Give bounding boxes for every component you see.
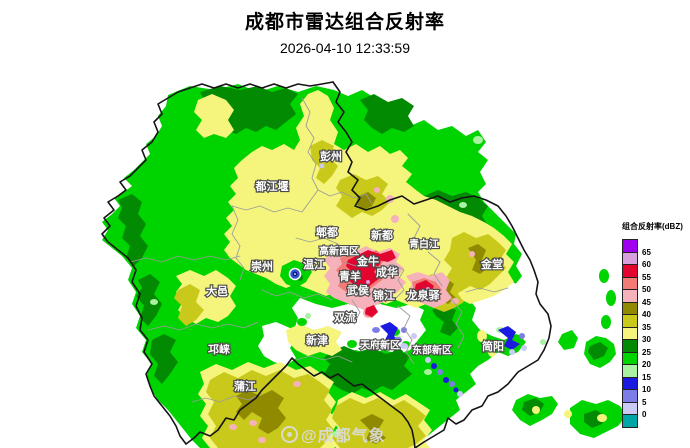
page-title: 成都市雷达组合反射率 bbox=[244, 12, 445, 33]
legend-tick-label: 40 bbox=[642, 310, 651, 319]
legend-swatch-row: 60 bbox=[622, 251, 651, 269]
district-label: 金堂 bbox=[480, 257, 503, 271]
legend-swatch-row: 0 bbox=[622, 401, 646, 419]
district-label: 蒲江 bbox=[234, 379, 256, 393]
district-label: 成华 bbox=[376, 265, 398, 279]
legend-tick-label: 25 bbox=[642, 347, 651, 357]
legend-tick-label: 15 bbox=[642, 372, 651, 382]
legend-swatch-row: 45 bbox=[622, 289, 651, 307]
legend-swatch-row: 40 bbox=[622, 301, 651, 319]
legend-tick-label: 30 bbox=[642, 335, 651, 344]
watermark: @成都气象 bbox=[281, 422, 386, 446]
district-label: 锦江 bbox=[373, 288, 395, 302]
legend-items: 65 60 55 50 45 40 35 30 25 20 15 10 5 0 bbox=[622, 239, 688, 428]
district-label: 大邑 bbox=[206, 284, 228, 298]
district-label: 龙泉驿 bbox=[406, 288, 441, 302]
district-label: 新都 bbox=[371, 228, 393, 242]
district-label: 邛崃 bbox=[208, 342, 230, 356]
timestamp: 2026-04-10 12:33:59 bbox=[280, 40, 410, 56]
district-label: 郫都 bbox=[316, 225, 338, 239]
district-label: 东部新区 bbox=[412, 344, 452, 357]
district-label: 崇州 bbox=[251, 259, 273, 273]
legend-tick-label: 60 bbox=[642, 260, 651, 269]
district-label: 简阳 bbox=[482, 339, 504, 353]
legend-swatch-row: 5 bbox=[622, 389, 646, 407]
legend-swatch-row: 30 bbox=[622, 326, 651, 344]
reflectivity-legend: 组合反射率(dBZ) 65 60 55 50 45 40 35 30 25 20 15 10 5 0 bbox=[622, 221, 688, 428]
radar-station-icon bbox=[288, 267, 302, 281]
district-label: 金牛 bbox=[356, 254, 379, 268]
district-label: 武侯 bbox=[347, 283, 370, 297]
district-label: 青羊 bbox=[339, 269, 361, 283]
legend-tick-label: 10 bbox=[642, 385, 651, 394]
district-label: 双流 bbox=[334, 310, 356, 324]
district-label: 温江 bbox=[303, 257, 325, 271]
legend-swatch-row: 50 bbox=[622, 276, 651, 294]
district-label: 高新西区 bbox=[319, 245, 359, 258]
legend-swatch bbox=[622, 414, 638, 428]
legend-swatch-row bbox=[622, 414, 638, 428]
legend-tick-label: 55 bbox=[642, 272, 651, 282]
legend-swatch-row: 55 bbox=[622, 264, 651, 282]
legend-title: 组合反射率(dBZ) bbox=[622, 222, 683, 231]
legend-tick-label: 35 bbox=[642, 322, 651, 332]
city-boundary bbox=[101, 81, 552, 448]
watermark-text: @成都气象 bbox=[301, 428, 386, 445]
legend-swatch-row: 10 bbox=[622, 376, 651, 394]
legend-tick-label: 45 bbox=[642, 297, 651, 307]
legend-tick-label: 20 bbox=[642, 360, 651, 369]
legend-swatch-row: 65 bbox=[622, 239, 651, 257]
district-label: 天府新区 bbox=[360, 339, 400, 352]
district-label: 青白江 bbox=[409, 238, 439, 251]
district-label: 彭州 bbox=[320, 149, 342, 163]
legend-swatch-row: 35 bbox=[622, 314, 651, 332]
district-boundaries bbox=[129, 97, 509, 403]
legend-tick-label: 0 bbox=[642, 410, 647, 419]
legend-swatch-row: 20 bbox=[622, 351, 651, 369]
legend-tick-label: 65 bbox=[642, 247, 651, 257]
legend-tick-label: 5 bbox=[642, 397, 647, 407]
weibo-logo-icon bbox=[281, 425, 298, 443]
district-labels: 彭州 都江堰 郫都 新都 青白江 金堂 崇州 温江 高新西区 金牛 青羊 成华 … bbox=[205, 148, 505, 394]
legend-swatch-row: 25 bbox=[622, 339, 651, 357]
legend-tick-label: 50 bbox=[642, 285, 651, 294]
district-label: 新津 bbox=[306, 333, 328, 347]
legend-swatch-row: 15 bbox=[622, 364, 651, 382]
district-label: 都江堰 bbox=[255, 179, 289, 193]
